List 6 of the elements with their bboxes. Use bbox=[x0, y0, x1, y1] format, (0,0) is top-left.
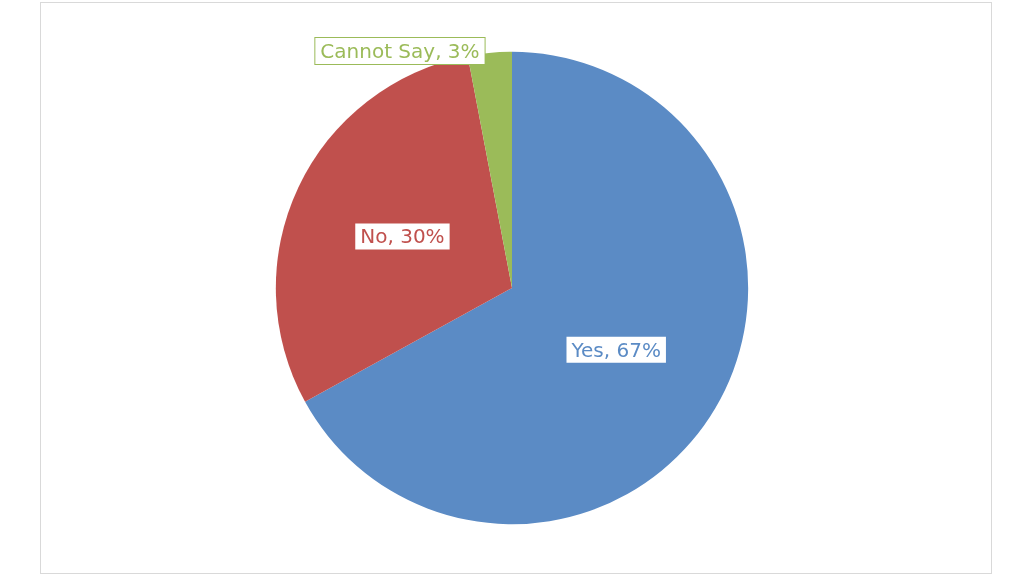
data-label: , 67% bbox=[603, 337, 661, 362]
slice-label: Cannot Say bbox=[320, 38, 436, 63]
data-label: , 30% bbox=[387, 224, 445, 249]
slice-label: Yes bbox=[570, 337, 604, 362]
data-label: , 3% bbox=[435, 38, 480, 63]
slice-label: No bbox=[360, 224, 388, 249]
